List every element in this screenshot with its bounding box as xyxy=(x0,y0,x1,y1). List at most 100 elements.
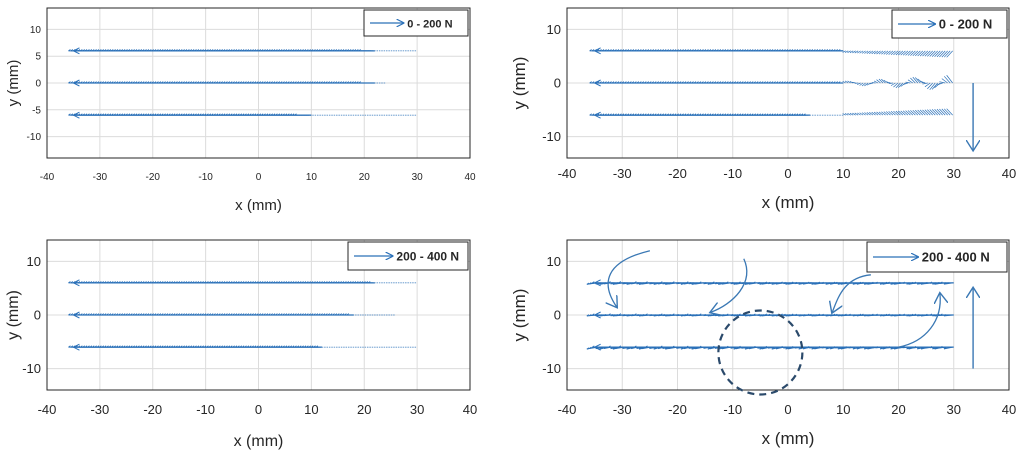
y-tick-label: -10 xyxy=(22,361,41,376)
quiver-arrow xyxy=(888,50,894,55)
quiver-arrowhead xyxy=(798,347,801,350)
quiver-arrowhead xyxy=(852,347,856,350)
quiver-arrowhead xyxy=(856,347,860,350)
quiver-arrow xyxy=(941,78,948,84)
quiver-arrow xyxy=(917,50,924,57)
chart-bottom-right: -40 -30 -20 -10 0 10 20 30 40 10 0 -10 x (mm) y (mm) 2… xyxy=(510,239,1016,448)
quiver-arrow xyxy=(842,81,846,84)
y-tick-label: 10 xyxy=(547,254,561,269)
quiver-tip xyxy=(593,311,601,319)
y-tick-label: 10 xyxy=(30,25,42,36)
x-tick-label: 20 xyxy=(357,402,371,417)
quiver-arrow xyxy=(914,109,921,116)
quiver-arrowhead xyxy=(589,113,592,116)
quiver-arrowhead xyxy=(592,345,595,348)
y-tick-label: 10 xyxy=(27,254,41,269)
quiver-arrow xyxy=(866,50,871,54)
quiver-arrowhead xyxy=(589,81,592,84)
quiver-row xyxy=(589,47,953,58)
quiver-arrowhead xyxy=(68,345,71,348)
quiver-arrowhead xyxy=(70,281,74,284)
x-tick-label: -30 xyxy=(613,402,632,417)
x-tick-label: -10 xyxy=(723,166,742,181)
x-tick-label: -20 xyxy=(146,172,161,183)
x-tick-label: -20 xyxy=(668,166,687,181)
quiver-arrowhead xyxy=(867,347,870,350)
quiver-arrow xyxy=(931,82,938,90)
x-tick-label: 40 xyxy=(463,402,477,417)
y-axis-label: y (mm) xyxy=(510,57,529,110)
quiver-arrowhead xyxy=(68,113,71,116)
quiver-arrow xyxy=(902,50,909,56)
quiver-arrow xyxy=(898,82,904,88)
quiver-arrow xyxy=(912,50,919,56)
quiver-arrow xyxy=(931,50,938,57)
quiver-arrow xyxy=(849,50,854,54)
quiver-arrow xyxy=(912,76,919,84)
quiver-arrow xyxy=(924,82,931,88)
quiver-arrow xyxy=(898,110,904,116)
axes-box xyxy=(566,239,1010,391)
quiver-arrow xyxy=(844,80,849,84)
quiver-arrow xyxy=(864,82,869,87)
quiver-arrowhead xyxy=(733,347,736,350)
quiver-arrow xyxy=(900,110,906,116)
quiver-row xyxy=(586,343,954,351)
quiver-tip xyxy=(72,111,80,119)
quiver-arrowhead xyxy=(744,347,748,350)
x-tick-label: 30 xyxy=(947,166,961,181)
x-tick-label: -40 xyxy=(558,166,577,181)
quiver-arrow xyxy=(876,50,881,55)
quiver-arrow xyxy=(919,80,926,84)
x-tick-label: -10 xyxy=(198,172,213,183)
x-axis-label: x (mm) xyxy=(235,197,282,214)
y-tick-label: -10 xyxy=(542,129,561,144)
y-tick-label: 0 xyxy=(554,76,561,91)
quiver-row xyxy=(68,311,395,319)
quiver-arrow xyxy=(871,111,876,116)
flow-annotation-arrow xyxy=(832,274,871,313)
quiver-arrowhead xyxy=(759,347,762,350)
quiver-arrow xyxy=(873,50,879,55)
quiver-arrow xyxy=(919,50,926,57)
quiver-arrow xyxy=(844,50,849,53)
quiver-arrowhead xyxy=(70,81,74,84)
quiver-row xyxy=(68,279,417,287)
quiver-arrowhead xyxy=(68,81,71,84)
quiver-arrowhead xyxy=(589,313,592,317)
quiver-arrow xyxy=(914,50,921,57)
axes-box xyxy=(566,7,1010,159)
quiver-arrow xyxy=(898,50,904,56)
chart-top-right: -40 -30 -20 -10 0 10 20 30 40 10 0 -10 x (mm) y (mm) 0… xyxy=(510,7,1016,212)
quiver-arrow xyxy=(919,109,926,116)
x-axis-label: x (mm) xyxy=(234,433,284,450)
quiver-arrow xyxy=(895,50,901,56)
quiver-arrowhead xyxy=(707,347,711,350)
legend-label: 0 - 200 N xyxy=(407,19,452,31)
x-tick-label: 10 xyxy=(836,166,850,181)
quiver-arrow xyxy=(890,50,896,55)
quiver-arrow xyxy=(907,79,914,84)
quiver-arrow xyxy=(914,77,921,84)
quiver-arrow xyxy=(922,50,929,57)
y-tick-label: 5 xyxy=(35,52,41,63)
x-tick-label: -30 xyxy=(613,166,632,181)
quiver-arrowhead xyxy=(70,313,74,316)
x-tick-label: 40 xyxy=(464,172,476,183)
quiver-arrowhead xyxy=(612,347,616,350)
quiver-arrow xyxy=(936,50,943,58)
quiver-arrow xyxy=(946,50,953,58)
quiver-arrowhead xyxy=(592,313,595,316)
quiver-arrow xyxy=(934,109,941,116)
quiver-arrowhead xyxy=(893,347,897,350)
quiver-arrow xyxy=(869,112,874,116)
y-tick-label: 0 xyxy=(34,308,41,323)
x-tick-label: -40 xyxy=(38,402,57,417)
quiver-arrow xyxy=(873,111,879,116)
quiver-arrow xyxy=(885,111,891,116)
x-axis-label: x (mm) xyxy=(762,193,815,212)
quiver-arrow xyxy=(922,82,928,85)
y-tick-label: 0 xyxy=(554,308,561,323)
quiver-arrow xyxy=(844,113,849,116)
quiver-arrow xyxy=(929,82,936,91)
